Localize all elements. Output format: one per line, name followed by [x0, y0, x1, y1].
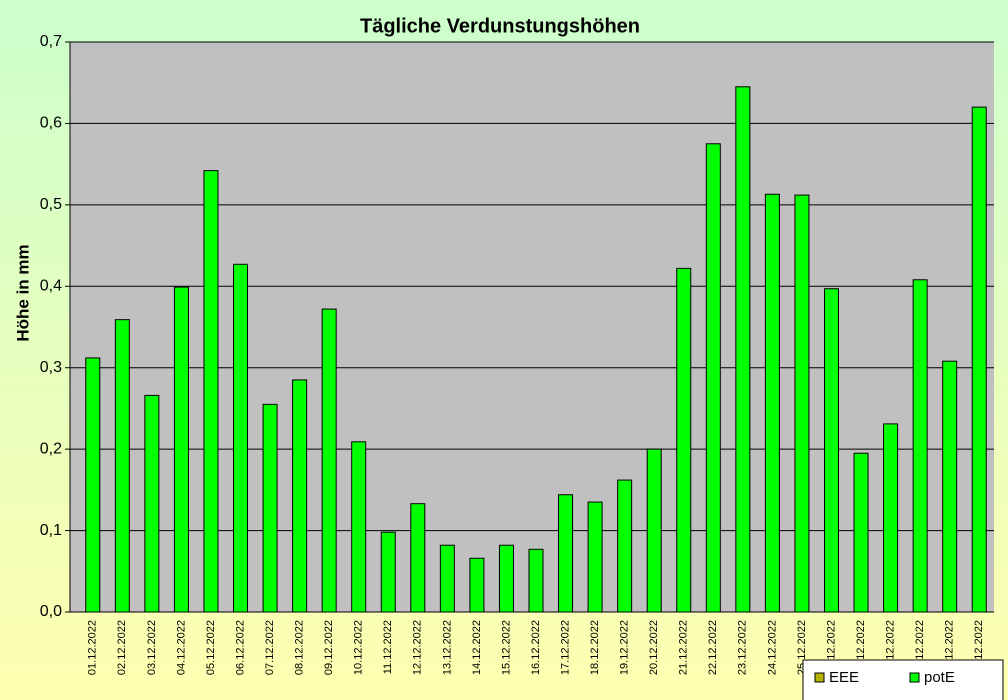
bar [587, 501, 603, 613]
y-tick-label: 0,1 [40, 522, 62, 539]
x-tick-label: 18.12.2022 [589, 620, 601, 675]
legend-swatch [814, 672, 825, 683]
x-tick-label: 21.12.2022 [678, 620, 690, 675]
y-axis-label: Höhe in mm [13, 244, 32, 341]
bar [321, 308, 337, 613]
bar [646, 448, 662, 613]
plot-area [70, 42, 994, 612]
y-tick-label: 0,7 [40, 33, 62, 50]
x-tick-label: 12.12.2022 [412, 620, 424, 675]
bar [351, 441, 367, 613]
bar [528, 548, 544, 613]
x-tick-label: 22.12.2022 [707, 620, 719, 675]
bar [173, 286, 189, 613]
bar [853, 452, 869, 613]
bar [410, 503, 426, 613]
x-tick-label: 09.12.2022 [323, 620, 335, 675]
bar [735, 86, 751, 613]
x-tick-label: 03.12.2022 [146, 620, 158, 675]
x-tick-label: 17.12.2022 [559, 620, 571, 675]
legend-box [802, 659, 1004, 700]
bar [498, 544, 514, 613]
legend: EEE potE [802, 659, 1004, 700]
x-tick-label: 16.12.2022 [530, 620, 542, 675]
x-tick-label: 05.12.2022 [205, 620, 217, 675]
y-tick-label: 0,5 [40, 196, 62, 213]
bar [971, 106, 987, 613]
bar [292, 379, 308, 613]
bar [617, 479, 633, 613]
bar [469, 557, 485, 613]
bar [942, 360, 958, 613]
legend-label: EEE [829, 669, 859, 686]
x-tick-label: 10.12.2022 [353, 620, 365, 675]
bar [144, 394, 160, 613]
chart-title: Tägliche Verdunstungshöhen [360, 15, 640, 37]
x-tick-label: 23.12.2022 [737, 620, 749, 675]
bar [233, 263, 249, 613]
x-tick-label: 07.12.2022 [264, 620, 276, 675]
bar [203, 170, 219, 613]
y-tick-label: 0,6 [40, 115, 62, 132]
bar [794, 194, 810, 613]
x-tick-label: 20.12.2022 [648, 620, 660, 675]
bar [676, 267, 692, 613]
legend-label: potE [924, 669, 955, 686]
x-tick-label: 14.12.2022 [471, 620, 483, 675]
x-tick-label: 13.12.2022 [441, 620, 453, 675]
x-tick-label: 08.12.2022 [294, 620, 306, 675]
bar [114, 319, 130, 613]
bar [912, 279, 928, 613]
bar [823, 288, 839, 613]
y-tick-label: 0,2 [40, 440, 62, 457]
legend-swatch [909, 672, 920, 683]
x-tick-label: 24.12.2022 [766, 620, 778, 675]
x-tick-label: 15.12.2022 [500, 620, 512, 675]
x-tick-label: 02.12.2022 [116, 620, 128, 675]
x-tick-label: 06.12.2022 [234, 620, 246, 675]
x-tick-label: 04.12.2022 [175, 620, 187, 675]
bar [380, 531, 396, 613]
bar [764, 193, 780, 613]
bar [883, 423, 899, 613]
bar [262, 403, 278, 613]
x-tick-label: 11.12.2022 [382, 620, 394, 674]
bar [705, 143, 721, 613]
bar [85, 357, 101, 613]
y-tick-label: 0,0 [40, 603, 62, 620]
x-tick-label: 19.12.2022 [619, 620, 631, 675]
y-tick-label: 0,3 [40, 359, 62, 376]
y-tick-label: 0,4 [40, 278, 62, 295]
x-tick-label: 01.12.2022 [87, 620, 99, 675]
bar [439, 544, 455, 613]
bar [558, 494, 574, 613]
